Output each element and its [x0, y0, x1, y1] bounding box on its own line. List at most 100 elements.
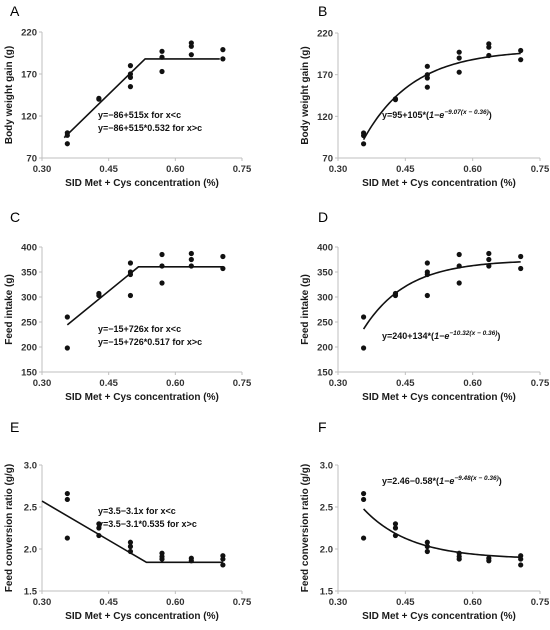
panel-f-data-point [486, 558, 492, 564]
panel-e-equation-line: y=3.5−3.1*0.535 for x>c [98, 519, 197, 529]
panel-f-data-point [424, 539, 430, 545]
panel-b-data-point [424, 63, 430, 69]
panel-e-data-point [220, 556, 226, 562]
panel-c-data-point [220, 265, 226, 272]
panel-a-data-point [127, 74, 134, 80]
panel-e-data-point [96, 525, 102, 531]
panel-c-data-point [188, 263, 194, 269]
panel-c-fit-line [66, 266, 223, 326]
panel-b-letter: B [318, 3, 327, 19]
panel-b-x-tick-label: 0.60 [463, 164, 482, 175]
panel-b-x-tick-label: 0.30 [329, 164, 348, 175]
panel-d-data-point [518, 253, 524, 260]
panel-c-data-point [159, 251, 165, 258]
panel-b-x-axis-label: SID Met + Cys concentration (%) [362, 178, 516, 189]
panel-b-data-point [486, 52, 492, 59]
panel-f-letter: F [318, 419, 327, 435]
panel-e-data-point [64, 496, 70, 503]
panel-d-y-tick-label: 250 [317, 318, 333, 329]
panel-c-x-tick-label: 0.60 [166, 378, 185, 389]
panel-b-data-point [456, 55, 462, 61]
panel-c-y-axis-label: Feed intake (g) [4, 274, 15, 345]
panel-b-y-tick-label: 70 [322, 154, 333, 165]
panel-a-data-point [159, 48, 165, 54]
panel-a-x-tick-label: 0.45 [99, 164, 118, 175]
panel-e-x-tick-label: 0.30 [33, 597, 52, 608]
panel-a-y-tick-label: 120 [21, 112, 37, 123]
panel-f-x-tick-label: 0.45 [396, 597, 415, 608]
panel-c-data-point [159, 280, 165, 286]
panel-a-x-tick-label: 0.60 [166, 164, 185, 175]
panel-e-y-axis-label: Feed conversion ratio (g/g) [4, 464, 15, 592]
panel-e-y-tick-label: 2.0 [24, 545, 37, 556]
panel-c-data-point [64, 314, 70, 320]
panel-c-y-tick-label: 300 [21, 293, 37, 304]
panel-d-x-tick-label: 0.60 [463, 378, 482, 389]
panel-c-y-tick-label: 350 [21, 268, 37, 279]
panel-e-data-point [127, 548, 134, 555]
panel-f: F 1.5 2.0 2.5 3.0 0.30 0.45 0.60 0.75 SID Met + C… [300, 419, 550, 622]
panel-b-y-tick-label: 170 [317, 70, 333, 81]
panel-f-data-point [360, 490, 367, 497]
panel-e-x-axis-label: SID Met + Cys concentration (%) [65, 611, 219, 622]
panel-d-y-tick-label: 400 [317, 243, 333, 254]
panel-c-data-point [220, 253, 226, 260]
panel-a-x-tick-label: 0.75 [233, 164, 252, 175]
panel-f-equation: y=2.46−0.58*(1−e−9.48(x − 0.36)) [382, 475, 502, 486]
panel-a-data-point [220, 56, 226, 62]
panel-f-x-tick-label: 0.30 [329, 597, 348, 608]
panel-c-y-tick-label: 150 [21, 368, 37, 379]
panel-c-data-point [159, 263, 165, 269]
panel-d-data-point [486, 256, 492, 263]
panel-e-x-tick-label: 0.45 [99, 597, 118, 608]
panel-f-data-point [392, 521, 399, 527]
panel-a-data-point [159, 54, 165, 60]
panel-d-data-point [360, 314, 367, 320]
panel-f-data-point [456, 556, 462, 562]
panel-a-letter: A [10, 3, 20, 19]
panel-d-x-tick-label: 0.75 [531, 378, 550, 389]
panel-a-equation-line: y=−86+515x for x<c [98, 110, 181, 120]
panel-f-data-point [392, 532, 399, 539]
panel-f-data-point [424, 543, 430, 550]
panel-f-data-point [360, 496, 367, 503]
panel-d-y-tick-label: 150 [317, 368, 333, 379]
panel-d-data-point [456, 263, 462, 269]
panel-a-y-tick-label: 70 [26, 154, 37, 165]
panel-c-data-point [127, 260, 134, 266]
panel-a-data-point [127, 84, 134, 90]
panel-d-letter: D [318, 209, 328, 225]
panel-e-data-point [96, 532, 102, 539]
panel-e-y-tick-label: 1.5 [24, 587, 38, 598]
panel-e-data-point [64, 535, 70, 541]
panel-e-data-point [127, 543, 134, 550]
panel-a-fit-line [63, 58, 220, 139]
panel-c-x-tick-label: 0.30 [33, 378, 52, 389]
panel-e-fit-line [41, 500, 223, 564]
panel-f-y-tick-label: 2.0 [320, 545, 333, 556]
panel-f-data-point [360, 535, 367, 541]
panel-c-y-tick-label: 200 [21, 343, 37, 354]
panel-a-x-tick-label: 0.30 [33, 164, 52, 175]
panel-b-data-point [518, 57, 524, 63]
panel-d-y-tick-label: 300 [317, 293, 333, 304]
panel-b-data-point [424, 75, 430, 81]
panel-f-x-axis-label: SID Met + Cys concentration (%) [362, 611, 516, 622]
panel-c-equation-line: y=−15+726*0.517 for x>c [98, 337, 202, 347]
panel-e-data-point [96, 521, 102, 527]
panel-b-data-point [486, 44, 492, 50]
panel-b-data-point [360, 141, 367, 147]
panel-e-data-point [127, 539, 134, 545]
panel-e: E 1.5 2.0 2.5 3.0 0.30 0.45 0.60 0.75 SID Met + C… [4, 419, 252, 622]
panel-d-data-point [392, 292, 399, 299]
panel-d-data-point [456, 280, 462, 286]
panel-b: B 70 120 170 220 0.30 0.45 0.60 0.75 SID Met + Cy… [300, 3, 550, 189]
panel-f-data-point [518, 562, 524, 568]
panel-e-x-tick-label: 0.75 [233, 597, 252, 608]
panel-a-data-point [64, 132, 70, 138]
panel-d-data-point [424, 292, 430, 299]
panel-b-data-point [360, 132, 367, 139]
panel-c-x-axis-label: SID Met + Cys concentration (%) [65, 392, 219, 403]
panel-e-y-tick-label: 2.5 [24, 503, 38, 514]
